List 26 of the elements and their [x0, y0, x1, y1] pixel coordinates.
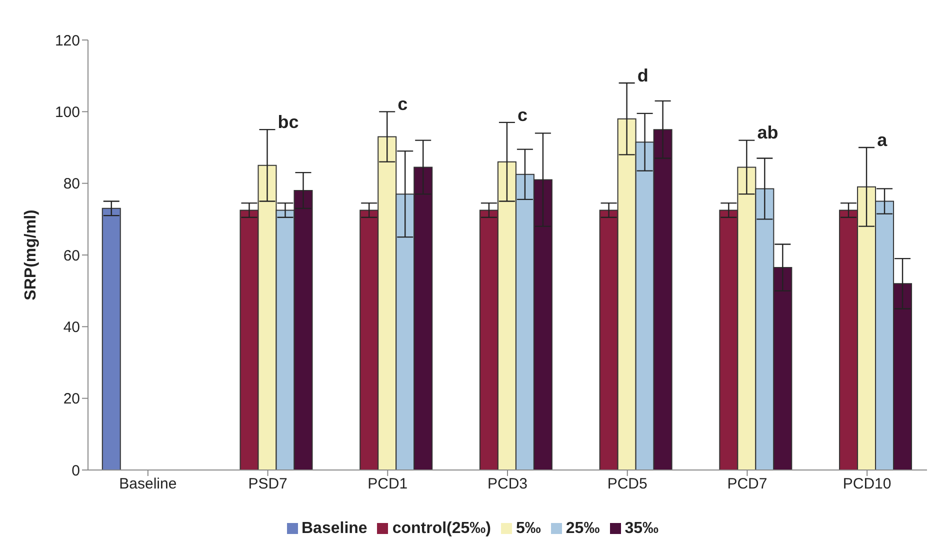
x-tick-label: Baseline [119, 476, 177, 493]
legend-label: Baseline [302, 520, 368, 537]
y-tick-label: 40 [63, 318, 80, 336]
legend-label: 5‰ [516, 520, 541, 537]
y-tick-label: 120 [54, 32, 80, 50]
legend-label: 35‰ [624, 520, 658, 537]
y-axis-title: SRP(mg/ml) [22, 210, 40, 300]
annotation: c [398, 94, 408, 114]
annotation: bc [278, 112, 299, 132]
y-tick-label: 100 [54, 104, 80, 121]
y-tick-label: 80 [63, 176, 80, 193]
x-tick-label: PCD10 [842, 476, 892, 493]
x-tick-label: PCD1 [368, 476, 408, 493]
x-tick-label: PSD7 [248, 476, 288, 493]
x-tick-label: PCD5 [607, 476, 648, 493]
x-tick-label: PCD3 [487, 476, 528, 493]
annotation: ab [757, 122, 778, 143]
y-tick-label: 60 [63, 247, 80, 264]
legend-label: control(25‰) [392, 520, 491, 537]
y-tick-label: 0 [72, 462, 80, 480]
annotation: d [637, 65, 648, 86]
x-tick-label: PCD7 [727, 476, 768, 493]
annotation: a [877, 130, 888, 150]
annotation: c [518, 104, 528, 125]
y-tick-label: 20 [63, 390, 80, 408]
legend-label: 25‰ [566, 520, 600, 537]
